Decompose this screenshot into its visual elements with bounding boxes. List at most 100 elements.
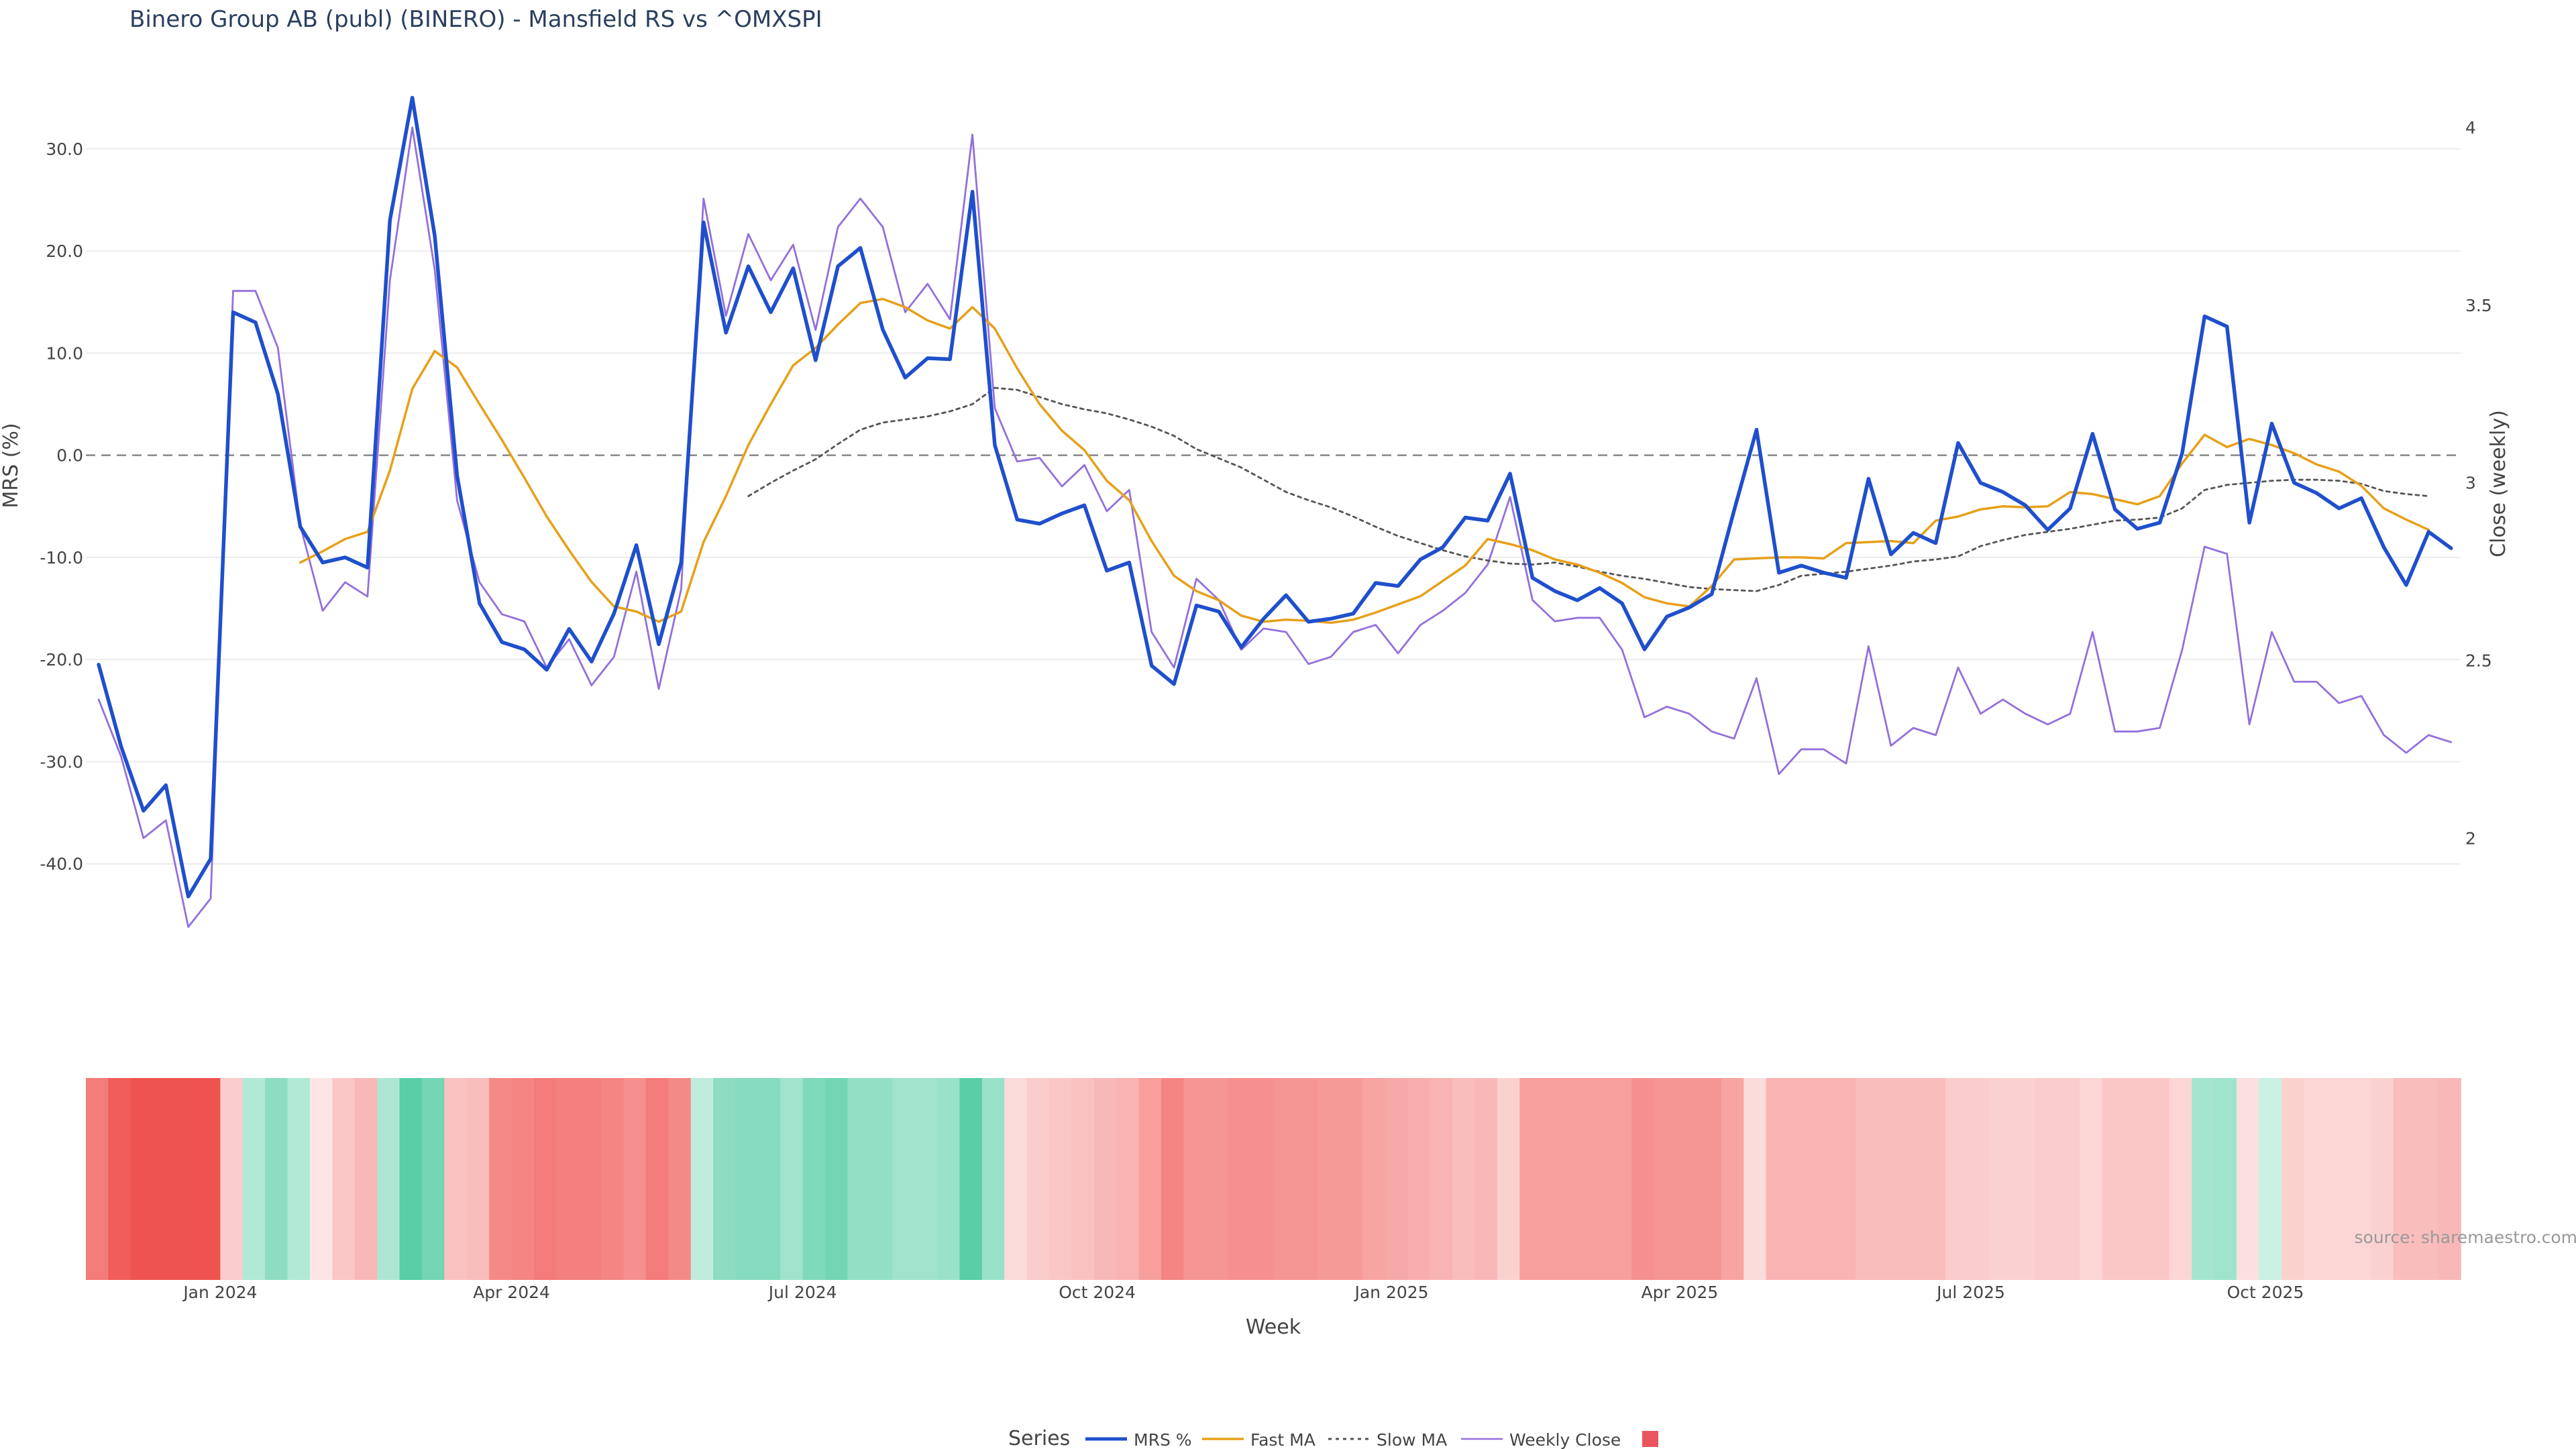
heatmap-cell: [1340, 1078, 1364, 1280]
y-tick-label: -20.0: [40, 650, 83, 669]
x-tick-label: Jul 2025: [1935, 1283, 2005, 1302]
x-axis-title: Week: [1246, 1316, 1301, 1339]
heatmap-cell: [2304, 1078, 2327, 1280]
heatmap-cell: [511, 1078, 535, 1280]
grid-lines: [86, 148, 2461, 865]
heatmap-cell: [399, 1078, 423, 1280]
heatmap-cell: [354, 1078, 378, 1280]
heatmap-cell: [1183, 1078, 1207, 1280]
heatmap-cell: [2192, 1078, 2215, 1280]
heatmap-cell: [2438, 1078, 2461, 1280]
heatmap-cell: [220, 1078, 244, 1280]
heatmap-cell: [1923, 1078, 1946, 1280]
heatmap-cell: [175, 1078, 199, 1280]
heatmap-cell: [1587, 1078, 1610, 1280]
x-tick-label: Oct 2025: [2227, 1283, 2304, 1302]
heatmap-cell: [444, 1078, 468, 1280]
heatmap-cell: [1049, 1078, 1073, 1280]
heatmap-cell: [533, 1078, 557, 1280]
heatmap-cell: [2416, 1078, 2439, 1280]
source-credit: source: sharemaestro.com: [2355, 1228, 2576, 1247]
heatmap-cell: [757, 1078, 782, 1280]
heatmap-cell: [1968, 1078, 1991, 1280]
heatmap-cell: [825, 1078, 849, 1280]
heatmap-cell: [1609, 1078, 1633, 1280]
mrs-line: [97, 95, 2453, 899]
heatmap-cell: [556, 1078, 580, 1280]
heatmap-cell: [2102, 1078, 2125, 1280]
heatmap-cell: [2035, 1078, 2058, 1280]
heatmap-cell: [2393, 1078, 2417, 1280]
chart-title: Binero Group AB (publ) (BINERO) - Mansfi…: [129, 6, 822, 33]
legend-swatch-heatmap: [1642, 1431, 1658, 1447]
heatmap-cell: [1138, 1078, 1162, 1280]
y2-tick-label: 4: [2465, 118, 2476, 138]
heatmap-cell: [377, 1078, 400, 1280]
heatmap-cell: [1161, 1078, 1185, 1280]
y2-tick-label: 2: [2465, 828, 2476, 848]
heatmap-cell: [1945, 1078, 1969, 1280]
y-axis-title: MRS (%): [0, 423, 23, 508]
heatmap-cell: [914, 1078, 938, 1280]
x-axis-ticks: Jan 2024 Apr 2024 Jul 2024 Oct 2024 Jan 2025…: [182, 1283, 2304, 1302]
heatmap-cell: [668, 1078, 692, 1280]
heatmap-cell: [108, 1078, 131, 1280]
heatmap-cell: [2057, 1078, 2081, 1280]
legend-title: Series: [1008, 1427, 1070, 1449]
heatmap-cell: [2147, 1078, 2170, 1280]
legend-label-mrs: MRS %: [1134, 1430, 1192, 1449]
heatmap-cell: [1788, 1078, 1812, 1280]
heatmap-cell: [802, 1078, 826, 1280]
heatmap-cell: [265, 1078, 288, 1280]
heatmap-cell: [1654, 1078, 1677, 1280]
heatmap-cell: [578, 1078, 602, 1280]
heatmap-cell: [130, 1078, 154, 1280]
y-tick-label: 30.0: [46, 140, 83, 159]
heatmap-cell: [1116, 1078, 1140, 1280]
x-tick-label: Oct 2024: [1059, 1283, 1136, 1302]
heatmap-cell: [623, 1078, 647, 1280]
heatmap-cell: [1990, 1078, 2013, 1280]
heatmap-cell: [869, 1078, 894, 1280]
heatmap-cell: [2371, 1078, 2394, 1280]
heatmap-cell: [1004, 1078, 1028, 1280]
y-tick-label: -40.0: [40, 855, 83, 874]
heatmap-cell: [713, 1078, 737, 1280]
weekly-close-line: [97, 126, 2453, 928]
x-tick-label: Apr 2024: [473, 1283, 550, 1302]
y-tick-label: -30.0: [40, 752, 83, 771]
heatmap-cell: [242, 1078, 266, 1280]
heatmap-cell: [1071, 1078, 1095, 1280]
heatmap-cell: [197, 1078, 221, 1280]
heatmap-cell: [489, 1078, 513, 1280]
slow-ma-line: [747, 386, 2430, 592]
heatmap-cell: [780, 1078, 804, 1280]
heatmap-cell: [959, 1078, 983, 1280]
mrs-heatmap-strip: [86, 1078, 2461, 1280]
heatmap-cell: [892, 1078, 916, 1280]
y2-tick-label: 2.5: [2465, 651, 2492, 671]
heatmap-cell: [309, 1078, 333, 1280]
x-tick-label: Jul 2024: [767, 1283, 837, 1302]
heatmap-cell: [1856, 1078, 1879, 1280]
heatmap-cell: [1833, 1078, 1857, 1280]
heatmap-cell: [86, 1078, 109, 1280]
heatmap-cell: [2349, 1078, 2372, 1280]
y2-axis-ticks: 4 3.5 3 2.5 2: [2465, 118, 2492, 848]
heatmap-cell: [1385, 1078, 1409, 1280]
series-lines: [86, 95, 2461, 928]
legend-label-slow: Slow MA: [1377, 1430, 1447, 1449]
heatmap-cell: [2080, 1078, 2103, 1280]
heatmap-cell: [421, 1078, 445, 1280]
heatmap-cell: [1699, 1078, 1722, 1280]
heatmap-cell: [937, 1078, 961, 1280]
heatmap-cell: [601, 1078, 625, 1280]
heatmap-cell: [1273, 1078, 1297, 1280]
heatmap-cell: [2012, 1078, 2036, 1280]
x-tick-label: Jan 2025: [1353, 1283, 1428, 1302]
x-tick-label: Apr 2025: [1641, 1283, 1718, 1302]
heatmap-cell: [1250, 1078, 1274, 1280]
heatmap-cell: [1519, 1078, 1543, 1280]
heatmap-cell: [2125, 1078, 2148, 1280]
legend-label-fast: Fast MA: [1250, 1430, 1316, 1449]
